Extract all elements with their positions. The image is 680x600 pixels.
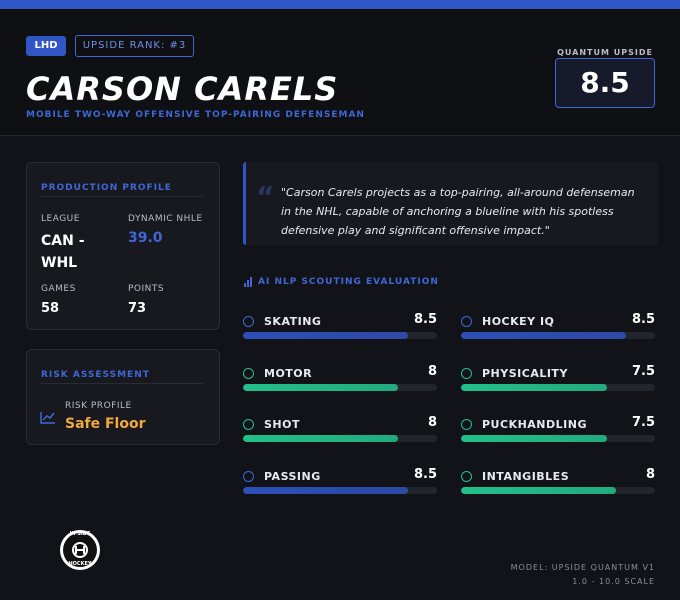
skill-value: 8.5 xyxy=(413,466,437,482)
production-title: PRODUCTION PROFILE xyxy=(41,183,172,193)
skill-name: PASSING xyxy=(264,469,321,483)
skill-value: 8 xyxy=(427,415,437,430)
skill-bar xyxy=(461,383,607,391)
quote-box xyxy=(243,162,658,245)
skill-track xyxy=(461,383,655,391)
risk-title: RISK ASSESSMENT xyxy=(41,370,150,380)
position-badge: LHD xyxy=(26,36,66,56)
skill-name: PHYSICALITY xyxy=(482,366,568,380)
skill-track xyxy=(243,435,437,442)
skill-bar xyxy=(461,332,626,339)
skill-icon xyxy=(461,367,472,379)
risk-value: Safe Floor xyxy=(65,416,146,432)
divider xyxy=(41,383,203,384)
skill-value: 8.5 xyxy=(631,312,655,327)
skill-value: 8.5 xyxy=(413,312,437,327)
trend-icon xyxy=(40,412,55,424)
skill-value: 7.5 xyxy=(631,363,655,379)
risk-label: RISK PROFILE xyxy=(65,401,132,411)
skill-track xyxy=(461,332,655,339)
footer-scale: 1.0 - 10.0 SCALE xyxy=(572,577,655,586)
skill-name: PUCKHANDLING xyxy=(482,418,587,431)
skill-track xyxy=(461,486,655,494)
skill-track xyxy=(243,332,437,339)
skill-track xyxy=(461,435,655,442)
skill-value: 7.5 xyxy=(631,415,655,430)
skill-icon xyxy=(461,419,472,430)
skill-name: MOTOR xyxy=(264,366,313,380)
skill-icon xyxy=(243,367,254,379)
logo-bottom: HOCKEY xyxy=(68,561,92,567)
stat-value: CAN - WHL xyxy=(41,233,85,271)
subtitle: MOBILE TWO-WAY OFFENSIVE TOP-PAIRING DEF… xyxy=(26,110,365,120)
risk-card xyxy=(26,349,220,445)
skill-name: INTANGIBLES xyxy=(482,469,570,483)
eval-icon xyxy=(244,277,252,287)
skill-bar xyxy=(243,332,408,339)
quote-mark: “ xyxy=(256,180,275,213)
stat-label: LEAGUE xyxy=(41,214,80,224)
skill-bar xyxy=(461,435,607,442)
skill-value: 8 xyxy=(645,466,655,482)
stat-value: 39.0 xyxy=(128,230,163,246)
skill-icon xyxy=(461,316,472,327)
footer-model: MODEL: UPSIDE QUANTUM V1 xyxy=(510,563,655,572)
skill-name: HOCKEY IQ xyxy=(482,315,555,328)
rank-badge: UPSIDE RANK: #3 xyxy=(75,35,194,57)
skill-bar xyxy=(243,383,399,391)
skill-name: SKATING xyxy=(264,315,322,328)
skill-icon xyxy=(243,316,254,327)
stat-label: DYNAMIC NHLE xyxy=(128,214,203,224)
top-stripe xyxy=(0,0,680,9)
upside-value: 8.5 xyxy=(555,58,655,108)
quote-text: "Carson Carels projects as a top-pairing… xyxy=(281,186,635,237)
production-card xyxy=(26,162,220,330)
stat-value: 58 xyxy=(41,301,60,316)
skill-bar xyxy=(243,486,408,494)
eval-title: AI NLP SCOUTING EVALUATION xyxy=(258,277,439,287)
skill-value: 8 xyxy=(427,363,437,379)
upside-label: QUANTUM UPSIDE xyxy=(557,48,653,57)
stat-value: 73 xyxy=(128,301,147,316)
skill-icon xyxy=(243,419,254,430)
stat-label: POINTS xyxy=(128,284,165,294)
skill-bar xyxy=(243,435,399,442)
skill-bar xyxy=(461,486,617,494)
stat-label: GAMES xyxy=(41,284,76,294)
logo-top: UPSIDE xyxy=(69,531,91,537)
skill-icon xyxy=(461,470,472,482)
skill-icon xyxy=(243,470,254,482)
skill-name: SHOT xyxy=(264,418,300,431)
skill-track xyxy=(243,486,437,494)
divider xyxy=(41,196,203,197)
player-name: CARSON CARELS xyxy=(26,70,339,108)
logo xyxy=(60,530,100,570)
skill-track xyxy=(243,383,437,391)
